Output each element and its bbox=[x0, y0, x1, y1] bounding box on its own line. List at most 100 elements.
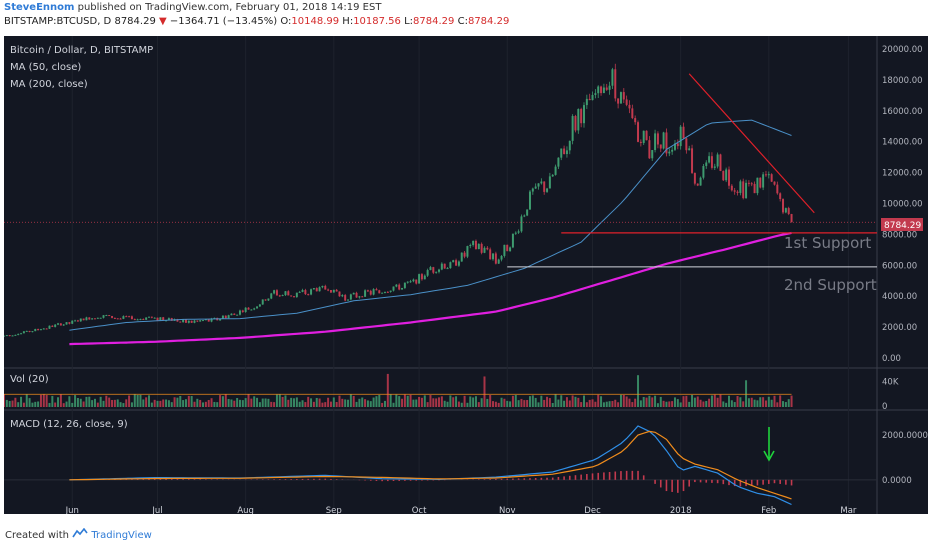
volume-bar bbox=[329, 401, 332, 407]
candle-body bbox=[91, 318, 94, 320]
candle-body bbox=[392, 286, 395, 291]
chart-svg[interactable]: 20000.00 18000.00 16000.00 14000.00 12000.00… bbox=[3, 36, 928, 516]
legend-ma200: MA (200, close) bbox=[10, 79, 88, 90]
author-link[interactable]: SteveEnnom bbox=[4, 2, 75, 13]
last-price: 8784.29 bbox=[114, 16, 156, 27]
candle-body bbox=[395, 284, 398, 287]
volume-bar bbox=[42, 394, 45, 407]
volume-bar bbox=[11, 400, 14, 407]
legend-title: Bitcoin / Dollar, D, BITSTAMP bbox=[10, 45, 153, 56]
candle-body bbox=[662, 132, 665, 149]
candle-body bbox=[577, 109, 580, 131]
volume-bar bbox=[719, 394, 722, 407]
candle-body bbox=[730, 185, 733, 191]
volume-bar bbox=[381, 402, 384, 407]
candle-body bbox=[790, 214, 793, 223]
candle-body bbox=[403, 282, 406, 288]
candle-body bbox=[591, 94, 594, 101]
volume-bar bbox=[321, 402, 324, 407]
volume-bar bbox=[190, 396, 193, 407]
chart-area[interactable]: 20000.00 18000.00 16000.00 14000.00 12000.00… bbox=[3, 36, 928, 516]
candle-body bbox=[358, 296, 361, 298]
y-tick-label: 14000.00 bbox=[882, 138, 923, 148]
candle-body bbox=[511, 233, 514, 248]
volume-bar bbox=[682, 396, 685, 407]
volume-bar bbox=[122, 403, 125, 407]
macd-histogram-bar bbox=[432, 479, 435, 481]
x-tick-label: Jul bbox=[151, 506, 162, 514]
candle-body bbox=[401, 287, 404, 290]
candle-body bbox=[429, 267, 432, 271]
candle-body bbox=[108, 315, 111, 317]
candle-body bbox=[347, 299, 350, 301]
volume-bar bbox=[511, 395, 514, 407]
volume-bar bbox=[784, 402, 787, 407]
candle-body bbox=[779, 193, 782, 200]
candle-body bbox=[654, 133, 657, 151]
macd-histogram-bar bbox=[335, 479, 338, 480]
candle-body bbox=[617, 98, 620, 104]
volume-bar bbox=[193, 401, 196, 407]
candle-body bbox=[489, 249, 492, 260]
volume-bar bbox=[722, 401, 725, 407]
open-label: O: bbox=[280, 16, 292, 27]
volume-bar bbox=[750, 397, 753, 407]
volume-bar bbox=[88, 396, 91, 407]
volume-bar bbox=[273, 402, 276, 407]
macd-histogram-bar bbox=[267, 479, 270, 480]
macd-histogram-bar bbox=[142, 479, 145, 480]
candle-body bbox=[423, 275, 426, 280]
macd-histogram-bar bbox=[512, 478, 514, 480]
volume-bar bbox=[764, 400, 767, 407]
candle-body bbox=[156, 317, 159, 321]
macd-histogram-bar bbox=[483, 479, 486, 480]
volume-bar bbox=[37, 401, 40, 407]
x-tick-label: Aug bbox=[237, 506, 254, 514]
macd-histogram-bar bbox=[614, 471, 617, 480]
x-tick-label: Oct bbox=[412, 506, 427, 514]
volume-bar bbox=[17, 402, 20, 407]
volume-bar bbox=[619, 394, 622, 407]
volume-bar bbox=[702, 401, 705, 407]
candle-body bbox=[304, 290, 307, 295]
candle-body bbox=[787, 208, 790, 215]
volume-bar bbox=[54, 402, 57, 407]
volume-bar bbox=[673, 397, 676, 407]
candle-body bbox=[238, 310, 241, 315]
candle-body bbox=[588, 98, 591, 101]
candle-body bbox=[153, 317, 156, 319]
macd-histogram-bar bbox=[278, 479, 281, 480]
macd-histogram-bar bbox=[688, 479, 690, 487]
candle-body bbox=[546, 188, 549, 192]
candle-body bbox=[747, 182, 750, 184]
volume-bar bbox=[605, 401, 608, 407]
created-with-text: Created with bbox=[5, 530, 69, 541]
volume-bar bbox=[457, 401, 460, 407]
volume-bar bbox=[617, 402, 620, 407]
candle-body bbox=[20, 333, 23, 335]
volume-bar bbox=[304, 402, 307, 407]
volume-bar bbox=[204, 401, 207, 407]
candle-body bbox=[770, 174, 773, 182]
candle-body bbox=[165, 320, 168, 322]
volume-bar bbox=[241, 400, 244, 407]
volume-bar bbox=[207, 400, 210, 407]
macd-histogram-bar bbox=[392, 479, 395, 481]
candle-body bbox=[42, 328, 45, 330]
volume-bar bbox=[782, 401, 785, 407]
volume-bar bbox=[554, 394, 557, 407]
candle-body bbox=[210, 318, 213, 322]
candle-body bbox=[213, 317, 216, 319]
candle-body bbox=[148, 316, 150, 318]
volume-bar bbox=[563, 400, 566, 407]
volume-bar bbox=[699, 399, 702, 407]
tradingview-link[interactable]: TradingView bbox=[91, 530, 152, 541]
macd-histogram-bar bbox=[284, 479, 287, 480]
candle-body bbox=[477, 243, 480, 250]
macd-histogram-bar bbox=[199, 479, 201, 480]
candles bbox=[3, 63, 793, 337]
candle-body bbox=[389, 290, 392, 292]
volume-bar bbox=[187, 395, 190, 407]
candle-body bbox=[557, 157, 560, 167]
candle-body bbox=[622, 92, 625, 100]
